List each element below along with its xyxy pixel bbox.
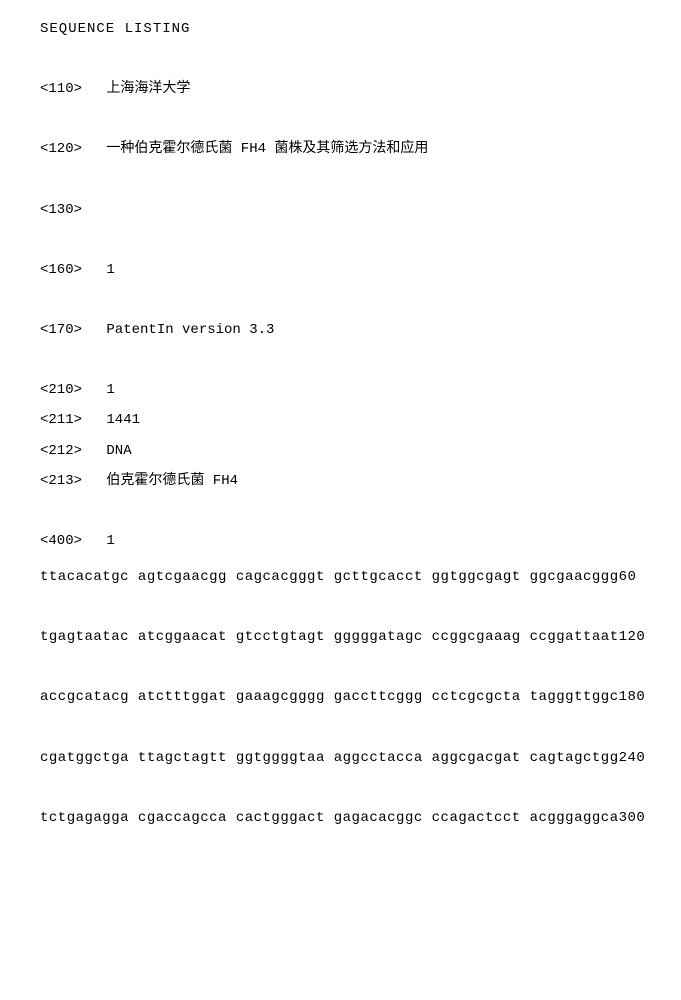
sequence-position: 300 [619,809,652,827]
field-tag: <170> [40,321,98,339]
field-120: <120> 一种伯克霍尔德氏菌 FH4 菌株及其筛选方法和应用 [40,140,641,158]
sequence-blocks: tgagtaatac atcggaacat gtcctgtagt gggggat… [40,628,619,646]
field-value: 伯克霍尔德氏菌 FH4 [106,473,238,489]
field-170: <170> PatentIn version 3.3 [40,321,641,339]
field-tag: <130> [40,201,98,219]
sequence-listing-page: SEQUENCE LISTING <110> 上海海洋大学 <120> 一种伯克… [0,0,681,889]
field-tag: <213> [40,472,98,490]
sequence-position: 180 [619,688,652,706]
field-value: 上海海洋大学 [106,81,190,97]
sequence-row: tgagtaatac atcggaacat gtcctgtagt gggggat… [40,628,641,646]
field-160: <160> 1 [40,261,641,279]
field-value: PatentIn version 3.3 [106,322,274,338]
sequence-position: 240 [619,749,652,767]
field-400: <400> 1 [40,532,641,550]
field-110: <110> 上海海洋大学 [40,80,641,98]
field-tag: <400> [40,532,98,550]
document-title: SEQUENCE LISTING [40,20,641,38]
field-tag: <212> [40,442,98,460]
field-value: 一种伯克霍尔德氏菌 FH4 菌株及其筛选方法和应用 [106,141,428,157]
field-value: 1441 [106,412,140,428]
sequence-blocks: ttacacatgc agtcgaacgg cagcacgggt gcttgca… [40,568,619,586]
field-210: <210> 1 [40,381,641,399]
field-211: <211> 1441 [40,411,641,429]
sequence-blocks: cgatggctga ttagctagtt ggtggggtaa aggccta… [40,749,619,767]
field-tag: <160> [40,261,98,279]
sequence-blocks: tctgagagga cgaccagcca cactgggact gagacac… [40,809,619,827]
sequence-position: 60 [619,568,643,586]
field-value: DNA [106,443,131,459]
sequence-position: 120 [619,628,652,646]
field-tag: <110> [40,80,98,98]
sequence-row: cgatggctga ttagctagtt ggtggggtaa aggccta… [40,749,641,767]
field-tag: <211> [40,411,98,429]
field-value: 1 [106,533,114,549]
field-212: <212> DNA [40,442,641,460]
field-value: 1 [106,382,114,398]
field-tag: <210> [40,381,98,399]
field-tag: <120> [40,140,98,158]
sequence-row: tctgagagga cgaccagcca cactgggact gagacac… [40,809,641,827]
field-130: <130> [40,201,641,219]
field-value: 1 [106,262,114,278]
sequence-blocks: accgcatacg atctttggat gaaagcgggg gaccttc… [40,688,619,706]
field-213: <213> 伯克霍尔德氏菌 FH4 [40,472,641,490]
sequence-row: accgcatacg atctttggat gaaagcgggg gaccttc… [40,688,641,706]
sequence-row: ttacacatgc agtcgaacgg cagcacgggt gcttgca… [40,568,641,586]
